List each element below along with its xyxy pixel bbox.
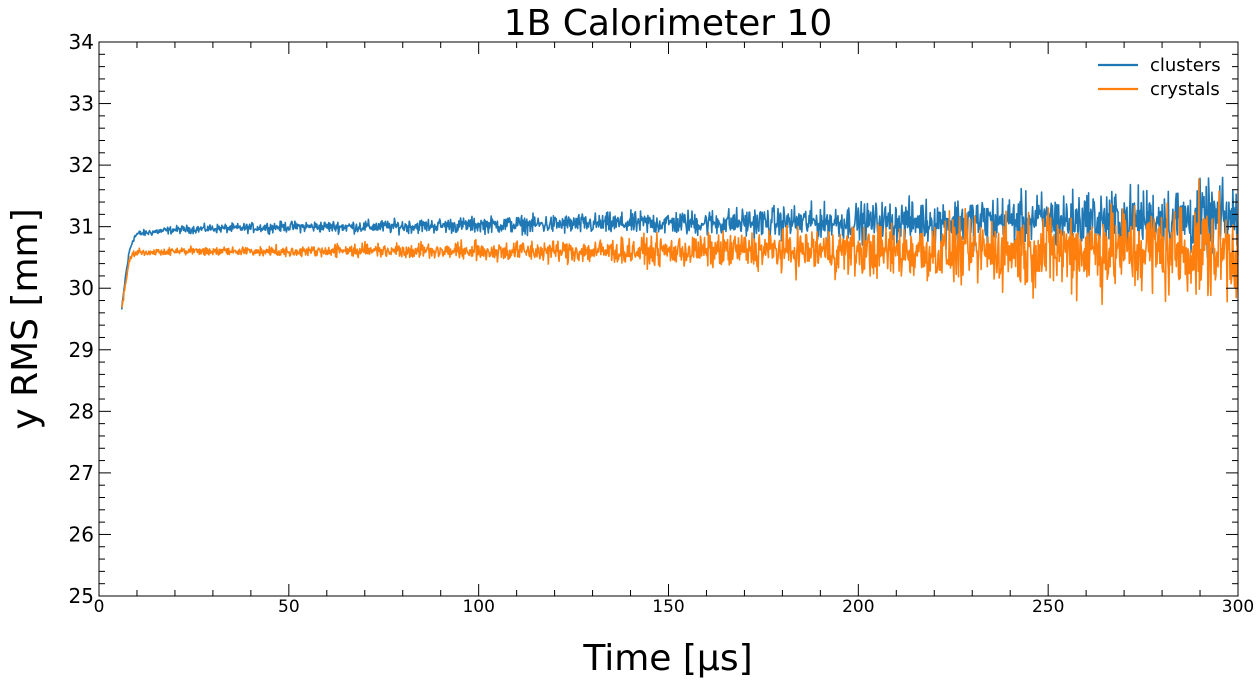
legend: clusters crystals xyxy=(1098,55,1221,100)
y-tick-label: 28 xyxy=(69,399,94,423)
y-tick-label: 26 xyxy=(69,522,94,546)
y-tick-label: 33 xyxy=(69,92,94,116)
y-tick-label: 25 xyxy=(69,584,94,608)
y-tick-label: 27 xyxy=(69,461,94,485)
y-tick-label: 31 xyxy=(69,215,94,239)
x-tick-label: 0 xyxy=(94,597,105,617)
ticks-layer: 0 50 100 150 200 250 300 25 26 27 28 29 30 31 32 33 34 xyxy=(69,30,1255,617)
plot-frame xyxy=(98,41,1239,597)
series-layer xyxy=(121,176,1239,310)
y-tick-label: 29 xyxy=(69,338,94,362)
x-axis-label: Time [µs] xyxy=(582,638,752,679)
y-tick-label: 30 xyxy=(69,276,94,300)
y-tick-label: 34 xyxy=(69,30,94,54)
series-line-clusters xyxy=(121,176,1239,310)
x-tick-label: 100 xyxy=(462,597,494,617)
x-tick-label: 200 xyxy=(842,597,874,617)
x-tick-label: 50 xyxy=(278,597,300,617)
legend-label-clusters: clusters xyxy=(1150,55,1221,76)
x-tick-label: 300 xyxy=(1222,597,1254,617)
series-line-crystals xyxy=(121,178,1239,308)
x-tick-label: 250 xyxy=(1032,597,1064,617)
y-tick-label: 32 xyxy=(69,153,94,177)
y-axis-label: y RMS [mm] xyxy=(5,208,46,429)
x-tick-label: 150 xyxy=(652,597,684,617)
chart-title: 1B Calorimeter 10 xyxy=(504,3,833,44)
legend-label-crystals: crystals xyxy=(1150,79,1220,100)
